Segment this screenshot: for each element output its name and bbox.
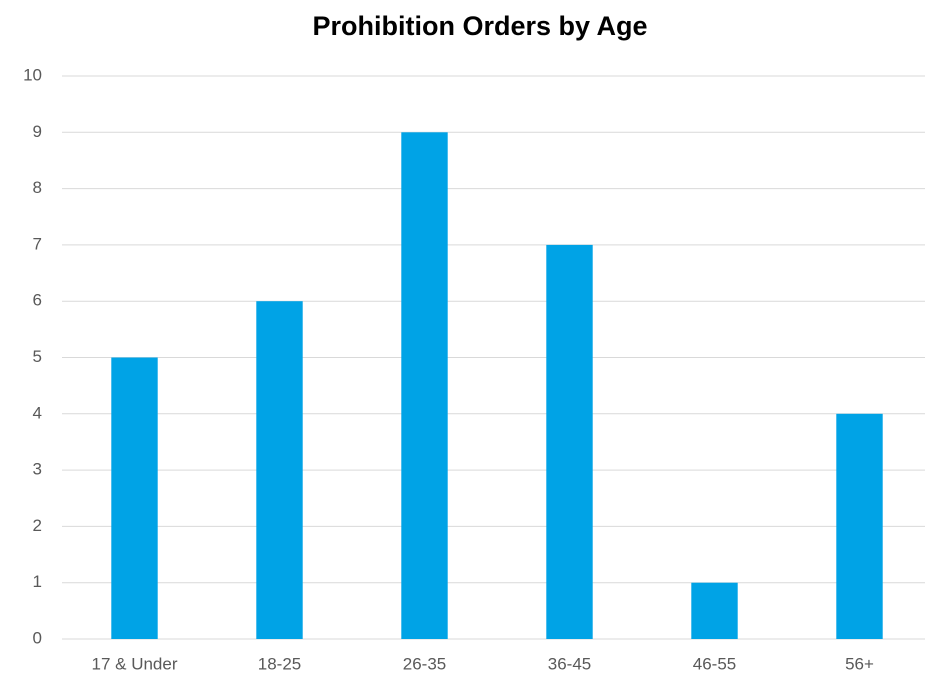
y-tick-label: 0 [33,628,42,647]
y-tick-label: 2 [33,516,42,535]
y-tick-label: 7 [33,234,42,253]
y-tick-label: 9 [33,122,42,141]
bar [546,244,593,639]
bar [111,357,158,639]
y-tick-label: 1 [33,572,42,591]
bar [401,132,448,640]
bar [836,413,883,639]
y-tick-label: 4 [33,403,42,422]
chart-title: Prohibition Orders by Age [312,11,647,41]
y-tick-label: 10 [23,65,42,84]
x-tick-label: 56+ [845,654,874,673]
y-tick-label: 6 [33,291,42,310]
bar [691,582,738,639]
bar [256,301,303,639]
y-tick-label: 5 [33,347,42,366]
x-tick-label: 26-35 [403,654,446,673]
x-tick-label: 36-45 [548,654,591,673]
x-tick-label: 17 & Under [92,654,178,673]
y-tick-label: 8 [33,178,42,197]
x-tick-label: 18-25 [258,654,301,673]
x-tick-label: 46-55 [693,654,736,673]
y-tick-label: 3 [33,460,42,479]
